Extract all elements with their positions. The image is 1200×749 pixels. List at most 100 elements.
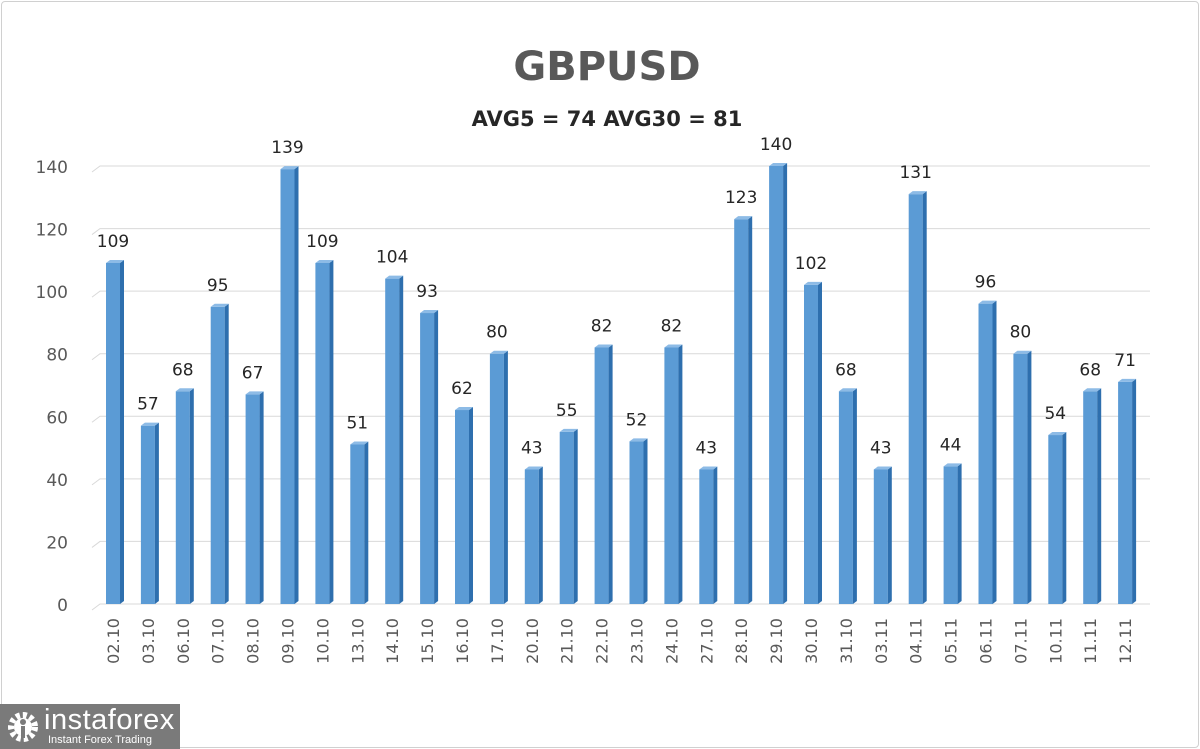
- bar-top: [489, 350, 508, 354]
- gridline: [91, 165, 1150, 173]
- data-label: 68: [172, 360, 194, 380]
- bar-side: [399, 275, 404, 604]
- data-label: 44: [940, 435, 962, 455]
- bar-top: [873, 466, 892, 470]
- data-label: 62: [451, 379, 473, 399]
- data-label: 104: [376, 248, 408, 268]
- bar-top: [908, 191, 927, 195]
- y-tick-label: 20: [46, 533, 68, 553]
- bar-top: [769, 163, 788, 166]
- bar: [455, 410, 469, 604]
- bar: [175, 391, 190, 604]
- data-label: 68: [835, 360, 857, 380]
- bar-side: [469, 407, 473, 604]
- bar: [804, 284, 818, 604]
- x-tick-label: 03.11: [872, 618, 891, 664]
- bar: [350, 444, 365, 604]
- data-label: 51: [346, 413, 368, 433]
- bar-side: [329, 259, 334, 604]
- x-tick-label: 27.10: [697, 618, 716, 664]
- bar-side: [538, 466, 543, 604]
- bar: [629, 441, 644, 604]
- x-tick-label: 15.10: [418, 618, 437, 664]
- bar-top: [280, 166, 299, 170]
- x-tick-label: 03.10: [139, 618, 158, 664]
- bar-top: [804, 281, 822, 285]
- bar: [420, 313, 435, 604]
- gridline: [91, 353, 1150, 361]
- bar: [245, 394, 260, 604]
- x-tick-label: 13.10: [348, 618, 367, 664]
- bar-top: [1083, 388, 1102, 392]
- bar-side: [643, 438, 648, 604]
- y-tick-label: 100: [36, 283, 68, 303]
- bar-top: [524, 466, 543, 470]
- bar: [106, 262, 120, 604]
- bar-side: [887, 466, 892, 604]
- bar-top: [350, 441, 369, 445]
- instaforex-logo: instaforex Instant Forex Trading: [0, 704, 180, 749]
- data-label: 123: [725, 188, 757, 208]
- bar-side: [992, 300, 997, 604]
- chart-subtitle: AVG5 = 74 AVG30 = 81: [472, 107, 743, 131]
- y-tick-label: 60: [46, 408, 68, 428]
- bar-top: [106, 259, 124, 263]
- gridline: [91, 603, 1150, 611]
- gridline: [91, 478, 1150, 486]
- x-tick-label: 24.10: [662, 618, 681, 664]
- x-tick-label: 07.10: [209, 618, 228, 664]
- x-tick-label: 29.10: [767, 618, 786, 664]
- x-tick-label: 22.10: [593, 618, 612, 664]
- bar-side: [503, 350, 508, 604]
- data-label: 80: [1010, 323, 1032, 343]
- bar-top: [838, 388, 857, 392]
- gridline: [91, 540, 1150, 548]
- bar-top: [315, 259, 334, 263]
- bar: [838, 391, 853, 604]
- x-tick-label: 17.10: [488, 618, 507, 664]
- bar: [594, 347, 609, 604]
- x-tick-label: 16.10: [453, 618, 472, 664]
- data-label: 82: [661, 316, 683, 336]
- logo-tagline: Instant Forex Trading: [48, 734, 152, 746]
- bar-side: [224, 303, 229, 604]
- data-label: 43: [521, 438, 543, 458]
- x-tick-label: 10.11: [1046, 618, 1065, 664]
- bar-side: [294, 166, 299, 604]
- bar-side: [189, 388, 194, 604]
- bar-top: [385, 275, 404, 279]
- bar-top: [245, 391, 264, 395]
- bar-side: [154, 422, 159, 604]
- y-tick-label: 120: [36, 221, 68, 241]
- data-label: 43: [870, 438, 892, 458]
- bar-top: [420, 310, 439, 314]
- bar-side: [748, 216, 753, 604]
- bar-side: [573, 428, 578, 604]
- bar: [1118, 381, 1133, 604]
- bar-top: [943, 463, 962, 467]
- bar: [734, 219, 749, 604]
- data-label: 140: [760, 135, 792, 155]
- bar-side: [922, 191, 927, 604]
- x-tick-label: 20.10: [523, 618, 542, 664]
- gridline: [91, 290, 1150, 298]
- bar-side: [783, 163, 788, 604]
- bar-top: [140, 422, 159, 426]
- data-label: 139: [271, 138, 303, 158]
- bar-side: [1027, 350, 1032, 604]
- bar-side: [1132, 378, 1137, 604]
- bar: [140, 425, 155, 604]
- bar-side: [852, 388, 857, 604]
- bar-top: [664, 344, 683, 348]
- bar-top: [455, 407, 473, 411]
- chart-title: GBPUSD: [513, 44, 700, 90]
- data-label: 131: [899, 163, 931, 183]
- gridline: [91, 415, 1150, 423]
- bar-top: [559, 428, 578, 432]
- gear-icon: [8, 712, 38, 742]
- bar: [943, 466, 958, 604]
- bar: [315, 262, 330, 604]
- x-tick-label: 08.10: [244, 618, 263, 664]
- bar-side: [957, 463, 962, 604]
